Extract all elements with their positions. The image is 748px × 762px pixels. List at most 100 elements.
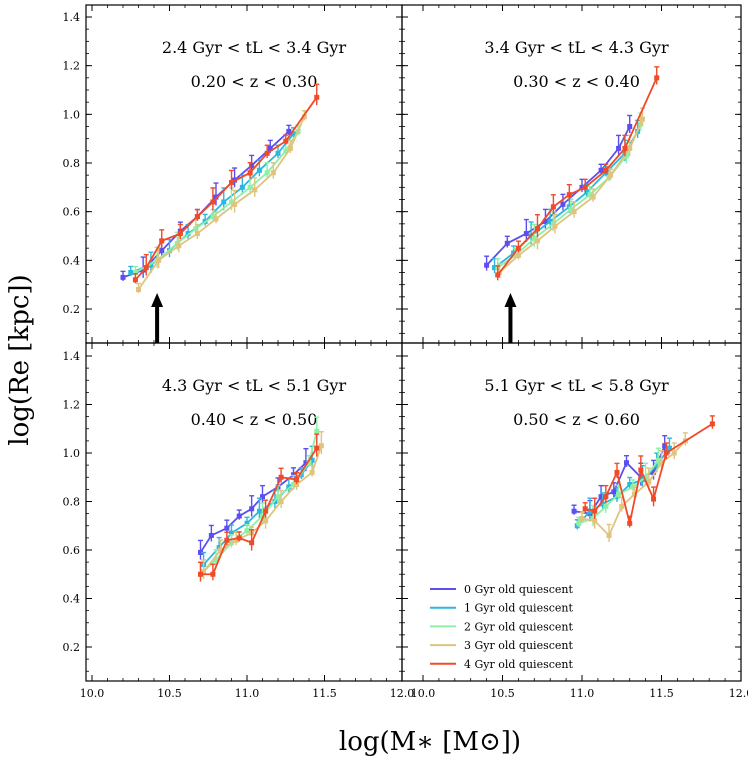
data-point	[547, 218, 553, 224]
data-point	[651, 496, 657, 502]
data-point	[614, 469, 620, 475]
data-point	[275, 150, 281, 156]
data-point	[283, 148, 289, 154]
legend-label: 4 Gyr old quiescent	[464, 658, 573, 671]
data-point	[624, 460, 630, 466]
panel-2: 3.4 Gyr < tL < 4.3 Gyr 0.30 < z < 0.40	[401, 4, 742, 344]
data-point	[301, 114, 307, 120]
data-point	[534, 226, 540, 232]
data-point	[286, 484, 292, 490]
data-point	[624, 153, 630, 159]
data-point	[128, 270, 134, 275]
data-point	[143, 265, 149, 271]
data-point	[584, 189, 590, 195]
data-point	[666, 445, 672, 451]
data-point	[512, 252, 518, 258]
data-point	[210, 199, 216, 205]
data-point	[177, 231, 183, 237]
x-tick-label: 12.0	[390, 687, 415, 700]
data-point	[646, 479, 652, 485]
data-point	[132, 277, 138, 283]
panel-1: 0.2 0.4 0.6 0.8 1.0 1.2 1.4 2.4 Gyr < tL < 3.4 …	[63, 4, 403, 344]
data-point	[201, 569, 207, 575]
data-point	[592, 508, 598, 514]
data-point	[218, 547, 224, 553]
data-point	[247, 184, 253, 190]
panel-lookback-label: 5.1 Gyr < tL < 5.8 Gyr	[484, 376, 669, 395]
data-point	[275, 494, 281, 500]
panels-layer: 0.2 0.4 0.6 0.8 1.0 1.2 1.4 2.4 Gyr < tL < 3.4 …	[63, 4, 748, 700]
data-point	[213, 194, 219, 200]
data-point	[587, 508, 593, 514]
arrow-head	[151, 293, 164, 307]
legend-label: 0 Gyr old quiescent	[464, 583, 573, 596]
data-point	[306, 460, 312, 466]
data-point	[571, 508, 577, 514]
data-point	[643, 474, 649, 480]
legend-label: 1 Gyr old quiescent	[464, 602, 573, 615]
data-point	[616, 145, 622, 151]
data-point	[264, 150, 270, 156]
data-point	[148, 262, 154, 268]
data-point	[194, 231, 200, 237]
data-point	[309, 457, 315, 463]
data-point	[314, 445, 320, 451]
data-point	[662, 443, 668, 449]
data-point	[283, 138, 289, 144]
y-tick-label: 0.4	[63, 254, 81, 267]
y-tick-label: 0.8	[63, 157, 81, 170]
data-point	[495, 272, 501, 278]
panel-4: 10.0 10.5 11.0 11.5 12.0 5.1 Gyr < tL < 5.8 G…	[401, 342, 748, 700]
series-line	[497, 77, 658, 276]
data-point	[627, 124, 633, 129]
panel-redshift-label: 0.50 < z < 0.60	[513, 410, 640, 429]
y-tick-label: 0.2	[63, 641, 81, 654]
data-point	[654, 75, 660, 81]
data-point	[598, 494, 604, 500]
data-point	[198, 549, 203, 555]
x-tick-label: 12.0	[729, 687, 748, 700]
data-point	[592, 518, 598, 524]
data-point	[639, 116, 645, 122]
data-point	[631, 491, 637, 497]
data-point	[576, 520, 582, 526]
data-point	[655, 457, 661, 463]
data-point	[249, 506, 255, 512]
data-point	[194, 214, 200, 220]
data-point	[484, 262, 490, 268]
data-point	[619, 503, 625, 509]
data-point	[294, 482, 300, 488]
data-point	[198, 571, 203, 577]
panel-redshift-label: 0.30 < z < 0.40	[513, 72, 640, 91]
panel-lookback-label: 4.3 Gyr < tL < 5.1 Gyr	[162, 376, 347, 395]
data-point	[260, 494, 265, 500]
data-point	[287, 145, 293, 151]
data-point	[229, 530, 234, 536]
data-point	[627, 145, 633, 151]
data-point	[185, 231, 191, 237]
data-point	[229, 179, 234, 185]
data-point	[213, 557, 219, 563]
data-point	[603, 494, 609, 500]
data-point	[622, 145, 628, 151]
data-point	[651, 469, 657, 475]
data-point	[587, 192, 593, 198]
y-tick-label: 0.2	[63, 303, 81, 316]
data-point	[136, 287, 141, 293]
data-point	[663, 450, 669, 456]
data-point	[224, 537, 230, 543]
data-point	[579, 515, 585, 521]
data-point	[598, 167, 604, 173]
data-point	[224, 525, 230, 531]
data-point	[221, 199, 227, 205]
data-point	[579, 184, 585, 190]
data-point	[232, 201, 238, 207]
data-point	[229, 199, 234, 205]
y-tick-label: 1.2	[63, 399, 81, 412]
data-point	[534, 238, 540, 244]
data-point	[603, 167, 609, 173]
data-point	[515, 252, 521, 258]
data-point	[552, 223, 558, 229]
series-line	[122, 130, 290, 279]
data-point	[156, 257, 162, 263]
